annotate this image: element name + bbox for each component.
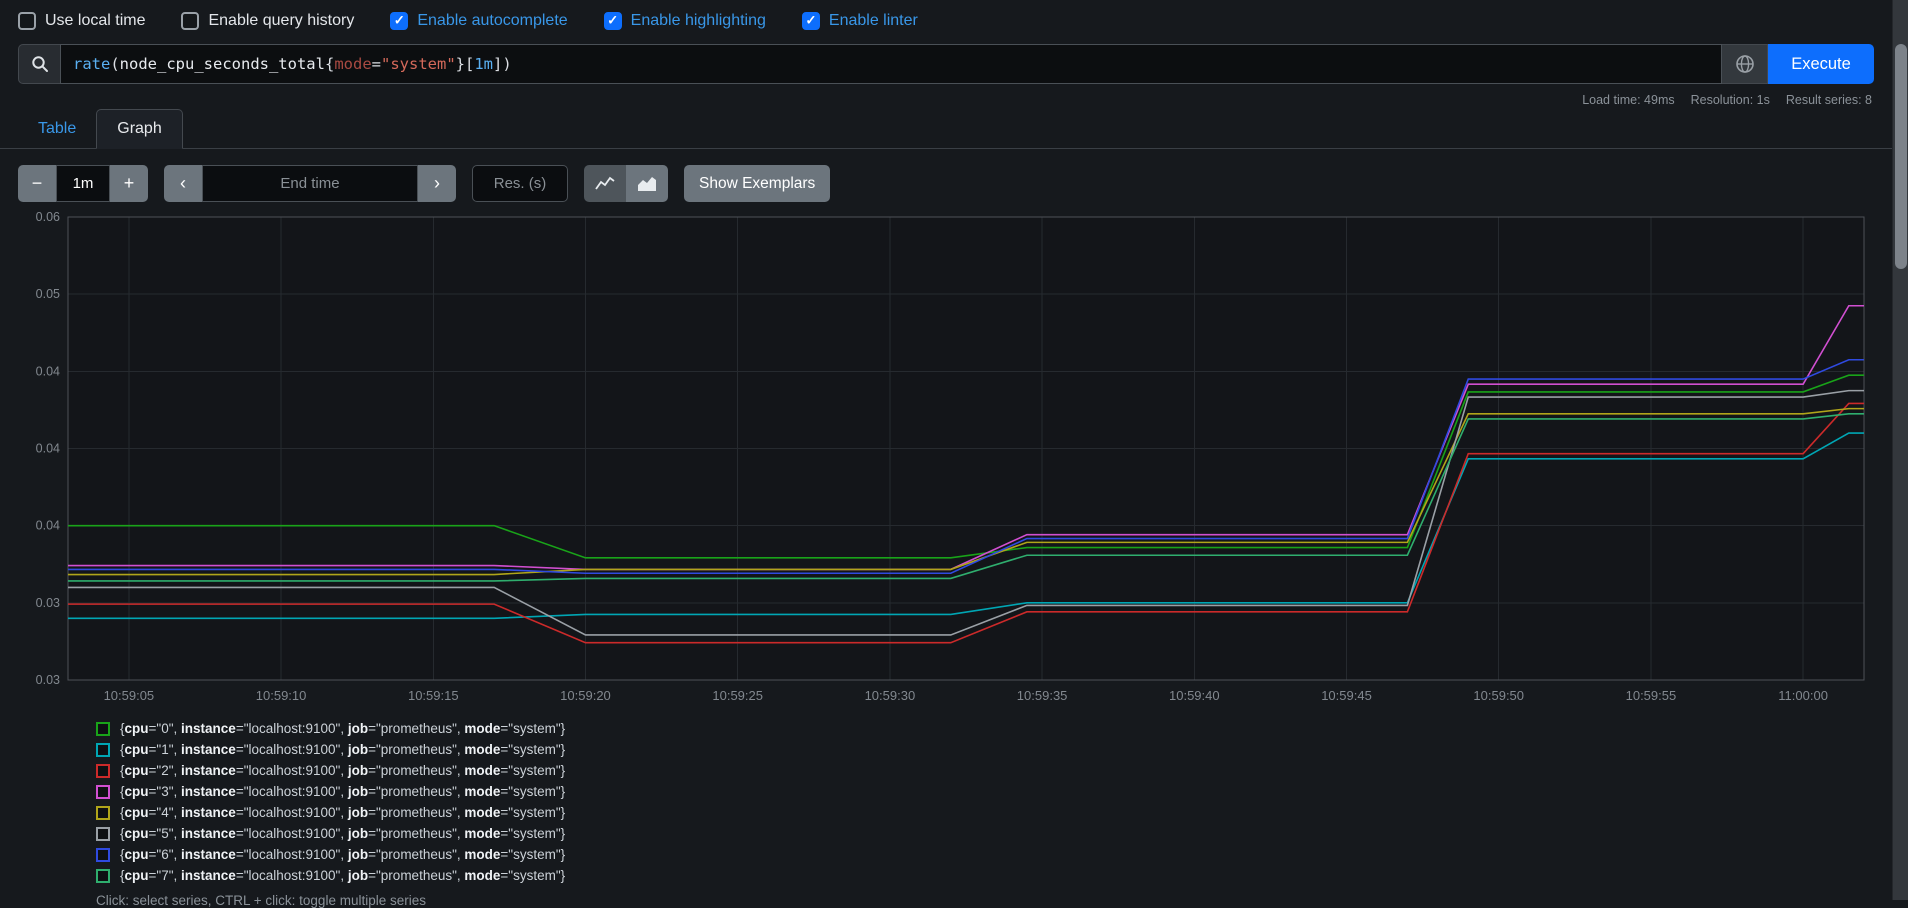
query-stats: Load time: 49ms Resolution: 1s Result se… <box>0 93 1872 107</box>
scrollbar[interactable] <box>1892 0 1908 900</box>
checkbox-label: Enable autocomplete <box>417 12 568 29</box>
tab-graph[interactable]: Graph <box>96 109 183 149</box>
series-label: {cpu="1", instance="localhost:9100", job… <box>120 742 566 757</box>
legend-hint: Click: select series, CTRL + click: togg… <box>96 893 426 908</box>
checkbox-icon[interactable] <box>18 12 36 30</box>
series-color-swatch <box>96 826 110 841</box>
stacked-chart-button[interactable] <box>626 165 668 202</box>
chevron-right-icon: › <box>434 173 440 193</box>
checkbox-icon[interactable] <box>390 12 409 30</box>
graph-panel: 10:59:05 10:59:10 10:59:15 10:59:20 10:59:25… <box>18 212 1870 707</box>
svg-text:10:59:35: 10:59:35 <box>1017 688 1068 703</box>
svg-text:0.04: 0.04 <box>36 442 60 456</box>
options-bar: Use local time Enable query history Enab… <box>0 0 1892 40</box>
legend-item[interactable]: {cpu="6", instance="localhost:9100", job… <box>96 847 1892 862</box>
svg-text:10:59:45: 10:59:45 <box>1321 688 1372 703</box>
checkbox-label: Enable query history <box>208 12 355 29</box>
series-label: {cpu="2", instance="localhost:9100", job… <box>120 763 566 778</box>
checkbox-enable-highlighting[interactable]: Enable highlighting <box>603 12 766 30</box>
load-time-stat: Load time: 49ms <box>1582 93 1675 107</box>
time-forward-button[interactable]: › <box>418 165 456 202</box>
line-chart-button[interactable] <box>584 165 626 202</box>
globe-icon <box>1735 55 1754 73</box>
panel-tabs: Table Graph <box>0 107 1892 149</box>
svg-text:0.03: 0.03 <box>36 673 60 687</box>
query-expression-input[interactable]: rate(node_cpu_seconds_total{mode="system… <box>60 44 1722 84</box>
series-color-swatch <box>96 742 110 757</box>
svg-text:10:59:50: 10:59:50 <box>1473 688 1524 703</box>
legend-item[interactable]: {cpu="2", instance="localhost:9100", job… <box>96 763 1892 778</box>
resolution-input[interactable] <box>472 165 568 202</box>
checkbox-enable-autocomplete[interactable]: Enable autocomplete <box>390 12 568 30</box>
range-input-group: − + <box>18 165 148 202</box>
checkbox-label: Use local time <box>45 12 146 29</box>
scrollbar-thumb[interactable] <box>1895 44 1907 269</box>
query-expression: rate(node_cpu_seconds_total{mode="system… <box>73 55 512 73</box>
legend-item[interactable]: {cpu="5", instance="localhost:9100", job… <box>96 826 1892 841</box>
checkbox-use-local-time[interactable]: Use local time <box>18 12 145 30</box>
checkbox-icon[interactable] <box>603 12 622 30</box>
checkbox-icon[interactable] <box>181 12 200 30</box>
range-input[interactable] <box>56 165 110 202</box>
svg-text:10:59:55: 10:59:55 <box>1626 688 1677 703</box>
series-label: {cpu="4", instance="localhost:9100", job… <box>120 805 566 820</box>
svg-text:10:59:10: 10:59:10 <box>256 688 307 703</box>
series-color-swatch <box>96 784 110 799</box>
checkbox-label: Enable linter <box>828 12 918 29</box>
chart-type-toggle <box>584 165 668 202</box>
tab-table[interactable]: Table <box>38 120 77 137</box>
time-back-button[interactable]: ‹ <box>164 165 202 202</box>
svg-text:10:59:25: 10:59:25 <box>712 688 763 703</box>
series-color-swatch <box>96 721 110 736</box>
series-label: {cpu="7", instance="localhost:9100", job… <box>120 868 566 883</box>
series-label: {cpu="6", instance="localhost:9100", job… <box>120 847 566 862</box>
show-exemplars-button[interactable]: Show Exemplars <box>684 165 831 202</box>
series-label: {cpu="5", instance="localhost:9100", job… <box>120 826 566 841</box>
checkbox-icon[interactable] <box>801 12 820 30</box>
legend-item[interactable]: {cpu="4", instance="localhost:9100", job… <box>96 805 1892 820</box>
svg-text:10:59:05: 10:59:05 <box>104 688 155 703</box>
series-color-swatch <box>96 763 110 778</box>
legend-item[interactable]: {cpu="7", instance="localhost:9100", job… <box>96 868 1892 883</box>
increase-range-button[interactable]: + <box>110 165 148 202</box>
svg-text:0.03: 0.03 <box>36 596 60 610</box>
svg-text:0.04: 0.04 <box>36 364 60 378</box>
search-icon-button[interactable] <box>18 44 60 84</box>
chevron-left-icon: ‹ <box>180 173 186 193</box>
series-color-swatch <box>96 847 110 862</box>
svg-text:0.04: 0.04 <box>36 519 60 533</box>
end-time-group: ‹ › <box>164 165 456 202</box>
svg-text:10:59:15: 10:59:15 <box>408 688 459 703</box>
resolution-stat: Resolution: 1s <box>1690 93 1770 107</box>
series-color-swatch <box>96 805 110 820</box>
graph-controls: − + ‹ › Show Exemplars <box>18 165 1874 202</box>
result-series-stat: Result series: 8 <box>1785 93 1872 107</box>
checkbox-label: Enable highlighting <box>630 12 766 29</box>
decrease-range-button[interactable]: − <box>18 165 56 202</box>
checkbox-enable-linter[interactable]: Enable linter <box>801 12 918 30</box>
checkbox-enable-query-history[interactable]: Enable query history <box>181 12 354 30</box>
stacked-chart-icon <box>638 176 656 191</box>
search-icon <box>31 56 48 72</box>
time-series-chart[interactable]: 10:59:05 10:59:10 10:59:15 10:59:20 10:59:25… <box>18 212 1870 707</box>
svg-text:11:00:00: 11:00:00 <box>1778 688 1828 703</box>
series-label: {cpu="3", instance="localhost:9100", job… <box>120 784 566 799</box>
svg-text:10:59:40: 10:59:40 <box>1169 688 1220 703</box>
legend-item[interactable]: {cpu="3", instance="localhost:9100", job… <box>96 784 1892 799</box>
svg-text:0.06: 0.06 <box>36 212 60 224</box>
execute-button[interactable]: Execute <box>1768 44 1874 84</box>
line-chart-icon <box>595 176 615 190</box>
legend-list: {cpu="0", instance="localhost:9100", job… <box>96 721 1892 883</box>
svg-text:0.05: 0.05 <box>36 287 60 301</box>
query-bar: rate(node_cpu_seconds_total{mode="system… <box>18 44 1874 84</box>
svg-text:10:59:20: 10:59:20 <box>560 688 611 703</box>
metrics-explorer-button[interactable] <box>1722 44 1768 84</box>
legend-item[interactable]: {cpu="0", instance="localhost:9100", job… <box>96 721 1892 736</box>
series-label: {cpu="0", instance="localhost:9100", job… <box>120 721 566 736</box>
legend-item[interactable]: {cpu="1", instance="localhost:9100", job… <box>96 742 1892 757</box>
svg-text:10:59:30: 10:59:30 <box>865 688 916 703</box>
series-color-swatch <box>96 868 110 883</box>
end-time-input[interactable] <box>202 165 418 202</box>
